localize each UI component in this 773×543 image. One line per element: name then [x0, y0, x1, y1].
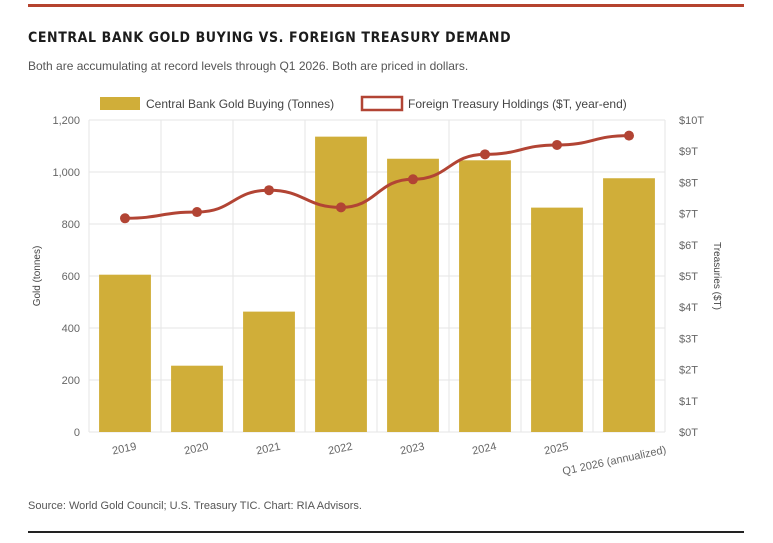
line-point-2021: [264, 185, 274, 196]
y2-tick-label: $5T: [679, 271, 698, 283]
bar-2024: [459, 160, 511, 433]
y-tick-label: 1,000: [52, 167, 80, 179]
y2-tick-label: $8T: [679, 177, 698, 189]
bar-2021: [243, 311, 295, 432]
line-point-2022: [336, 202, 346, 213]
x-tick-label: 2024: [471, 441, 497, 458]
bar-2023: [387, 158, 439, 433]
x-tick-label: 2020: [183, 441, 209, 458]
y-tick-label: 600: [62, 271, 80, 283]
bar-2019: [99, 274, 151, 432]
x-tick-label: Q1 2026 (annualized): [561, 444, 667, 478]
y2-tick-label: $3T: [679, 333, 698, 345]
bar-2025: [531, 207, 583, 432]
line-point-Q1 2026 (annualized): [624, 130, 634, 141]
y2-tick-label: $1T: [679, 396, 698, 408]
bar-2020: [171, 365, 223, 432]
y-tick-label: 0: [74, 427, 80, 439]
x-tick-label: 2019: [111, 441, 137, 458]
y2-tick-label: $9T: [679, 146, 698, 158]
chart-title: CENTRAL BANK GOLD BUYING VS. FOREIGN TRE…: [28, 30, 512, 46]
legend-label-line: Foreign Treasury Holdings ($T, year-end): [408, 97, 627, 111]
line-point-2019: [120, 213, 130, 224]
source-note: Source: World Gold Council; U.S. Treasur…: [28, 500, 362, 512]
legend-swatch-bars: [100, 97, 140, 110]
y2-axis-label: Treasuries ($T): [711, 242, 722, 310]
line-point-2023: [408, 174, 418, 185]
y2-tick-label: $10T: [679, 115, 704, 127]
bar-Q1 2026 (annualized): [603, 178, 655, 432]
bar-series: [99, 136, 655, 433]
x-tick-label: 2022: [327, 441, 353, 458]
top-accent-rule: [28, 4, 744, 7]
x-tick-label: 2023: [399, 441, 425, 458]
legend: Central Bank Gold Buying (Tonnes) Foreig…: [100, 95, 627, 112]
legend-swatch-line: [360, 95, 404, 112]
line-point-2020: [192, 207, 202, 218]
bar-2022: [315, 136, 367, 432]
right-axis-ticks: $0T $1T $2T $3T $4T $5T $6T $7T $8T $9T $10T: [679, 115, 704, 439]
x-tick-label: 2025: [543, 441, 569, 458]
line-series: [120, 130, 634, 224]
left-axis-ticks: 0 200 400 600 800 1,000 1,200: [52, 115, 80, 439]
bottom-rule: [28, 531, 744, 533]
line-point-2024: [480, 149, 490, 160]
y-tick-label: 800: [62, 219, 80, 231]
y2-tick-label: $6T: [679, 240, 698, 252]
y2-tick-label: $0T: [679, 427, 698, 439]
y2-tick-label: $7T: [679, 209, 698, 221]
line-point-2025: [552, 139, 562, 150]
x-tick-label: 2021: [255, 441, 281, 458]
y-tick-label: 1,200: [52, 115, 80, 127]
y2-tick-label: $4T: [679, 302, 698, 314]
y2-tick-label: $2T: [679, 365, 698, 377]
treasury-line: [124, 134, 630, 220]
y-tick-label: 200: [62, 375, 80, 387]
y-tick-label: 400: [62, 323, 80, 335]
chart-subtitle: Both are accumulating at record levels t…: [28, 59, 469, 73]
legend-label-bars: Central Bank Gold Buying (Tonnes): [146, 97, 334, 111]
y-axis-label: Gold (tonnes): [32, 246, 43, 307]
